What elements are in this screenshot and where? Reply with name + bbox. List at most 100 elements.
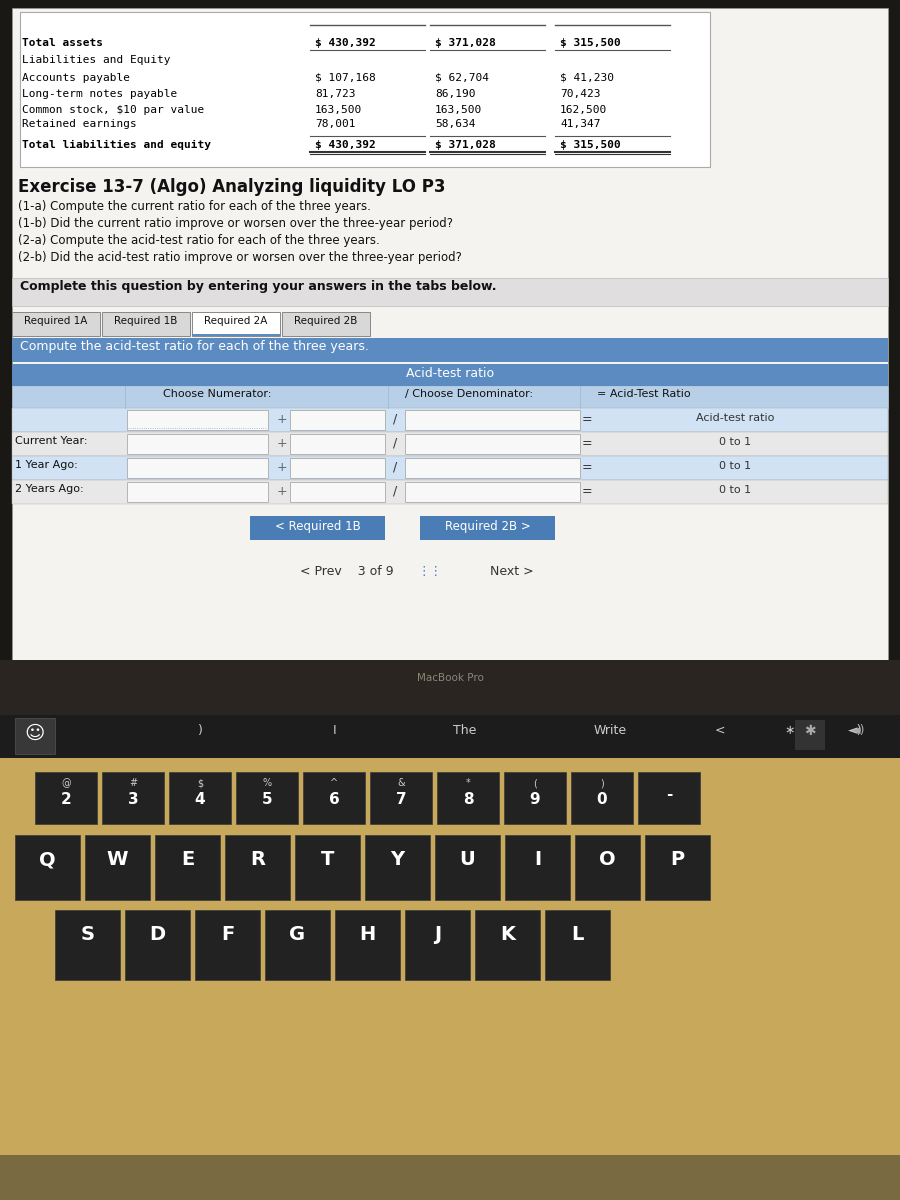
- Text: K: K: [500, 925, 515, 944]
- Bar: [405, 458, 580, 478]
- Text: 163,500: 163,500: [315, 104, 362, 115]
- Bar: [12, 408, 888, 432]
- Text: Q: Q: [40, 850, 56, 869]
- Bar: [437, 772, 499, 824]
- Bar: [505, 835, 570, 900]
- Bar: [127, 434, 268, 454]
- Bar: [12, 8, 888, 662]
- Bar: [290, 410, 385, 430]
- Bar: [155, 835, 220, 900]
- Bar: [127, 410, 268, 430]
- Text: T: T: [320, 850, 334, 869]
- Text: O: O: [599, 850, 616, 869]
- Bar: [795, 720, 825, 750]
- Text: 41,347: 41,347: [560, 119, 600, 128]
- Text: Y: Y: [391, 850, 405, 869]
- Text: 70,423: 70,423: [560, 89, 600, 98]
- Bar: [12, 364, 888, 386]
- Text: ∗: ∗: [785, 724, 796, 737]
- Text: < Prev    3 of 9: < Prev 3 of 9: [300, 565, 393, 578]
- Text: *: *: [465, 778, 471, 788]
- Text: ): ): [198, 724, 202, 737]
- Text: (2-b) Did the acid-test ratio improve or worsen over the three-year period?: (2-b) Did the acid-test ratio improve or…: [18, 251, 462, 264]
- Bar: [303, 772, 365, 824]
- Bar: [645, 835, 710, 900]
- Bar: [435, 835, 500, 900]
- Text: 4: 4: [194, 792, 205, 806]
- Text: Choose Numerator:: Choose Numerator:: [163, 389, 272, 398]
- Text: 2: 2: [60, 792, 71, 806]
- Text: $ 371,028: $ 371,028: [435, 38, 496, 48]
- Bar: [0, 758, 900, 1200]
- Text: Required 1B: Required 1B: [114, 316, 177, 326]
- Bar: [125, 910, 190, 980]
- Bar: [20, 12, 710, 167]
- Bar: [420, 516, 555, 540]
- Text: %: %: [263, 778, 272, 788]
- Text: ^: ^: [330, 778, 338, 788]
- Bar: [225, 835, 290, 900]
- Text: E: E: [181, 850, 194, 869]
- Text: (2-a) Compute the acid-test ratio for each of the three years.: (2-a) Compute the acid-test ratio for ea…: [18, 234, 380, 247]
- Text: I: I: [534, 850, 541, 869]
- Text: +: +: [276, 485, 287, 498]
- Bar: [370, 772, 432, 824]
- Bar: [638, 772, 700, 824]
- Text: Required 2B: Required 2B: [294, 316, 357, 326]
- Text: =: =: [581, 437, 592, 450]
- Text: /: /: [393, 485, 397, 498]
- Text: $ 430,392: $ 430,392: [315, 140, 376, 150]
- Text: (1-a) Compute the current ratio for each of the three years.: (1-a) Compute the current ratio for each…: [18, 200, 371, 214]
- Bar: [405, 410, 580, 430]
- Text: 1 Year Ago:: 1 Year Ago:: [15, 460, 77, 470]
- Text: Required 2A: Required 2A: [204, 316, 267, 326]
- Text: $ 371,028: $ 371,028: [435, 140, 496, 150]
- Text: ◄): ◄): [850, 724, 865, 737]
- Text: 2 Years Ago:: 2 Years Ago:: [15, 484, 84, 494]
- Bar: [0, 715, 900, 758]
- Text: 162,500: 162,500: [560, 104, 608, 115]
- Bar: [35, 772, 97, 824]
- Text: Acid-test ratio: Acid-test ratio: [406, 367, 494, 380]
- Text: Accounts payable: Accounts payable: [22, 73, 130, 83]
- Text: 86,190: 86,190: [435, 89, 475, 98]
- Text: =: =: [581, 461, 592, 474]
- Text: ✱: ✱: [805, 724, 815, 738]
- Bar: [12, 338, 888, 362]
- Text: F: F: [220, 925, 234, 944]
- Bar: [250, 516, 385, 540]
- Text: 78,001: 78,001: [315, 119, 356, 128]
- Text: I: I: [333, 724, 337, 737]
- Bar: [55, 910, 120, 980]
- Text: G: G: [290, 925, 306, 944]
- Text: Compute the acid-test ratio for each of the three years.: Compute the acid-test ratio for each of …: [20, 340, 369, 353]
- Bar: [282, 312, 370, 336]
- Text: Total assets: Total assets: [22, 38, 103, 48]
- Bar: [290, 482, 385, 502]
- Bar: [102, 772, 164, 824]
- Text: (1-b) Did the current ratio improve or worsen over the three-year period?: (1-b) Did the current ratio improve or w…: [18, 217, 453, 230]
- Text: Next >: Next >: [490, 565, 534, 578]
- Bar: [12, 432, 888, 456]
- Text: $ 315,500: $ 315,500: [560, 140, 621, 150]
- Text: 0 to 1: 0 to 1: [719, 461, 752, 470]
- Text: Exercise 13-7 (Algo) Analyzing liquidity LO P3: Exercise 13-7 (Algo) Analyzing liquidity…: [18, 178, 446, 196]
- Bar: [12, 278, 888, 306]
- Text: D: D: [149, 925, 166, 944]
- Text: ◄): ◄): [848, 724, 862, 737]
- Text: ☺: ☺: [25, 724, 45, 743]
- Bar: [236, 772, 298, 824]
- Text: 0 to 1: 0 to 1: [719, 437, 752, 446]
- Text: The: The: [454, 724, 477, 737]
- Text: W: W: [107, 850, 128, 869]
- Text: $ 62,704: $ 62,704: [435, 73, 489, 83]
- Text: L: L: [572, 925, 584, 944]
- Bar: [504, 772, 566, 824]
- Bar: [192, 312, 280, 336]
- Text: 0: 0: [597, 792, 608, 806]
- Text: /: /: [393, 461, 397, 474]
- Text: $ 107,168: $ 107,168: [315, 73, 376, 83]
- Text: < Required 1B: < Required 1B: [275, 520, 361, 533]
- Bar: [192, 334, 280, 336]
- Text: (: (: [533, 778, 537, 788]
